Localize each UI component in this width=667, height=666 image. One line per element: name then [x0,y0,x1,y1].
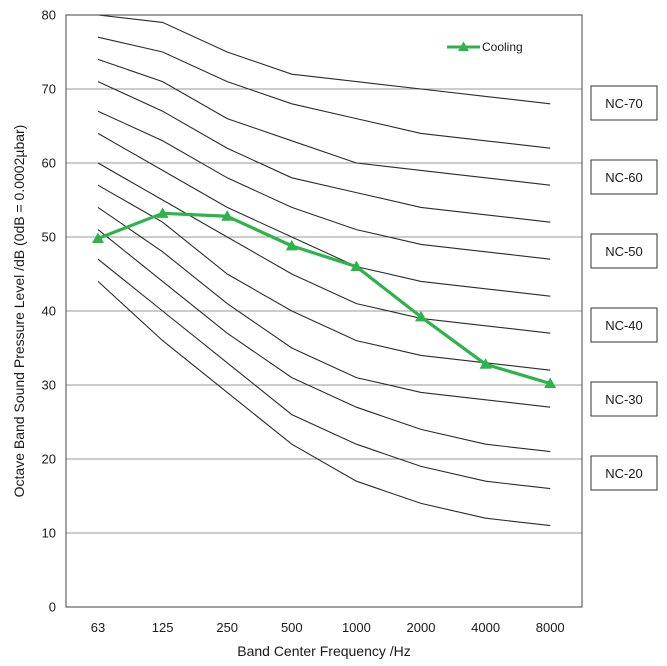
grid-layer [66,88,582,534]
y-tick-label: 50 [42,230,56,245]
y-tick-label: 40 [42,304,56,319]
nc-label-frame [590,381,658,417]
x-tick-label: 8000 [536,620,565,635]
plot-frame [65,14,583,608]
x-tick-label: 63 [91,620,105,635]
data-point-marker [415,310,427,322]
data-point-marker [350,260,363,272]
x-tick-label: 2000 [407,620,436,635]
y-tick-label: 0 [49,600,56,615]
nc-label-frame [590,455,658,491]
nc-curve [97,110,551,260]
nc-curve [97,36,551,149]
data-point-marker [92,232,104,243]
legend-label-cooling: Cooling [482,40,523,54]
y-axis-title: Octave Band Sound Pressure Level /dB (0d… [11,125,27,498]
series-layer [92,207,557,389]
nc-curve-layer [97,15,551,527]
x-tick-label: 4000 [471,620,500,635]
data-point-marker [479,358,492,369]
nc-label-text: NC-50 [605,244,643,259]
nc-label-frame [590,85,658,121]
y-tick-label: 80 [42,8,56,23]
nc-curve [97,162,551,334]
y-tick-labels: 0 10 20 30 40 50 60 70 80 [42,8,56,615]
nc-label-frame [590,233,658,269]
nc-label-text: NC-30 [605,392,643,407]
nc-curve [97,184,551,371]
data-point-marker [156,207,169,218]
data-point-marker [285,239,298,251]
nc-label-box: NC-70 [590,85,658,121]
y-tick-label: 30 [42,378,56,393]
nc-label-text: NC-40 [605,318,643,333]
nc-label-frame [590,159,658,195]
nc-curve [97,81,551,223]
y-tick-label: 10 [42,526,56,541]
nc-label-text: NC-20 [605,466,643,481]
x-tick-label: 125 [152,620,174,635]
nc-curve [97,58,551,186]
x-tick-labels: 63 125 250 500 1000 2000 4000 8000 [91,620,565,635]
nc-label-frame [590,307,658,343]
nc-labels: NC-70 NC-60 NC-50 NC-40 NC-30 NC-20 [590,85,658,491]
nc-label-box: NC-30 [590,381,658,417]
y-tick-label: 20 [42,452,56,467]
y-tick-label: 70 [42,82,56,97]
nc-label-box: NC-50 [590,233,658,269]
nc-label-text: NC-70 [605,96,643,111]
data-point-marker [544,377,557,389]
nc-curve [97,229,551,453]
nc-label-box: NC-60 [590,159,658,195]
data-point-marker [221,210,234,221]
legend-marker-triangle [458,41,469,51]
nc-label-box: NC-40 [590,307,658,343]
nc-curve [97,280,551,527]
x-axis-title: Band Center Frequency /Hz [237,643,411,659]
legend: Cooling [447,40,523,54]
series-line-cooling [97,211,551,386]
x-tick-label: 500 [281,620,303,635]
nc-label-text: NC-60 [605,170,643,185]
x-tick-label: 1000 [342,620,371,635]
x-tick-label: 250 [216,620,238,635]
nc-curve [97,258,551,490]
y-tick-label: 60 [42,156,56,171]
nc-curve [97,15,551,105]
nc-label-box: NC-20 [590,455,658,491]
nc-curve [97,206,551,408]
nc-curve [97,132,551,297]
